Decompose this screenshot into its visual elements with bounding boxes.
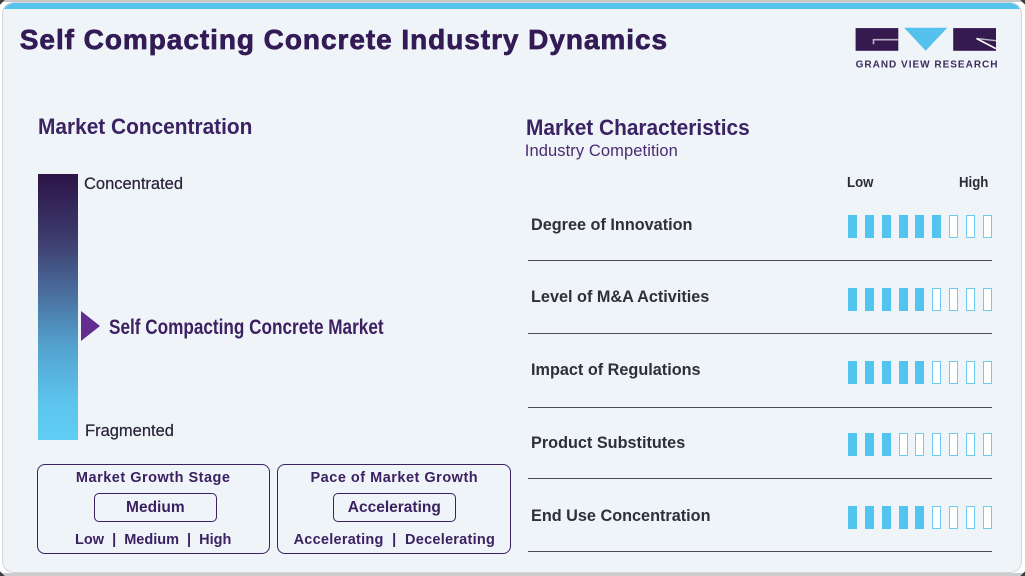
svg-text:GRAND VIEW RESEARCH: GRAND VIEW RESEARCH [856,60,999,71]
